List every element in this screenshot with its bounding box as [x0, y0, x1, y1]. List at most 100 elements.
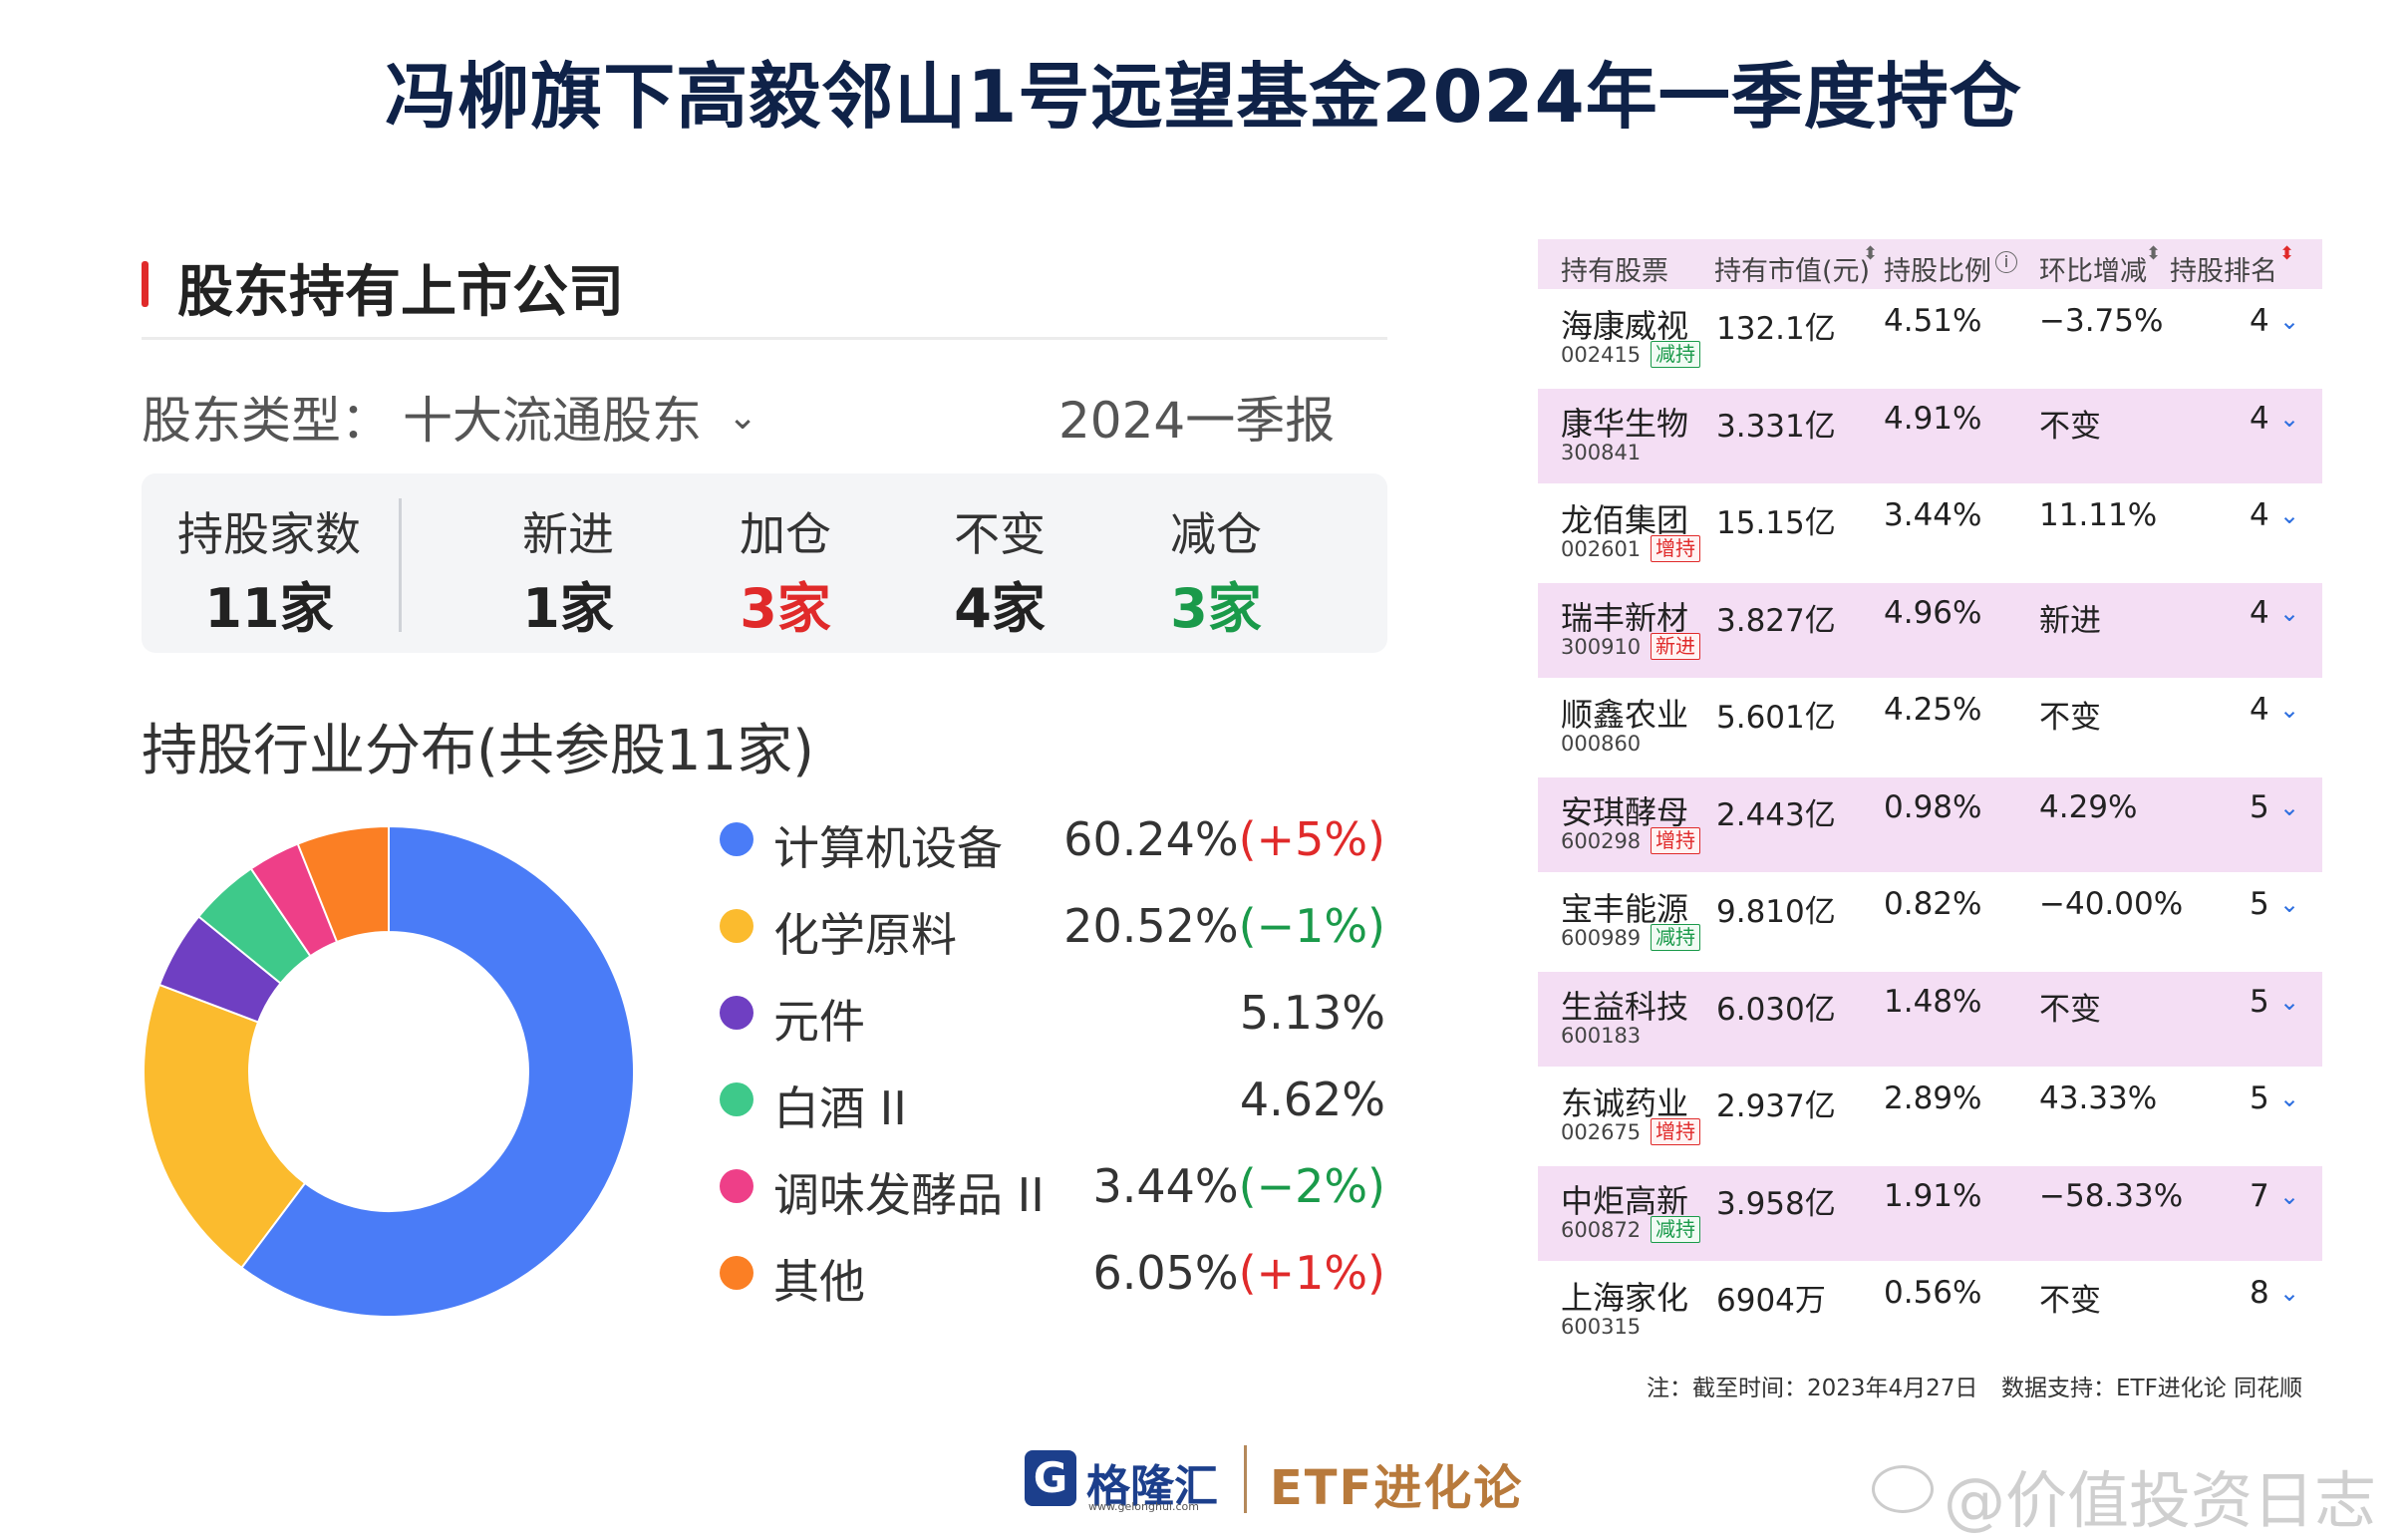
- chevron-down-icon[interactable]: ⌄: [2279, 501, 2300, 529]
- legend-label: 其他: [773, 1255, 865, 1309]
- table-row[interactable]: [1538, 582, 2322, 678]
- stock-code: 002601: [1561, 537, 1642, 561]
- holding-ratio: 0.82%: [1884, 886, 1982, 922]
- chevron-down-icon[interactable]: ⌄: [728, 397, 758, 438]
- gelonghui-url: www.gelonghui.com: [1088, 1500, 1199, 1513]
- stock-name: 瑞丰新材: [1561, 598, 1689, 637]
- legend-label: 白酒 II: [773, 1081, 907, 1135]
- stat-total-label: 持股家数: [177, 507, 361, 561]
- holder-type-label: 股东类型：: [142, 392, 391, 450]
- period-change: 不变: [2039, 408, 2101, 445]
- legend-label: 计算机设备: [773, 821, 1003, 875]
- legend-swatch: [720, 909, 753, 943]
- chevron-down-icon[interactable]: ⌄: [2279, 598, 2300, 627]
- market-value: 5.601亿: [1716, 700, 1836, 736]
- chevron-down-icon[interactable]: ⌄: [2279, 1181, 2300, 1210]
- sort-icon[interactable]: ⬍: [2146, 243, 2162, 264]
- industry-distribution-title: 持股行业分布(共参股11家): [142, 719, 814, 783]
- legend-value: 4.62%: [1007, 1073, 1385, 1126]
- holding-ratio: 4.25%: [1884, 692, 1982, 728]
- market-value: 3.331亿: [1716, 408, 1836, 445]
- sort-icon[interactable]: ⬍: [1863, 243, 1879, 264]
- period-change: −3.75%: [2039, 303, 2164, 339]
- table-row[interactable]: [1538, 971, 2322, 1067]
- holding-rank: 4: [2250, 303, 2269, 339]
- market-value: 6904万: [1716, 1283, 1826, 1319]
- legend-label: 调味发酵品 II: [773, 1168, 1045, 1222]
- legend-value: 6.05%(+1%): [1007, 1246, 1385, 1300]
- status-badge: 增持: [1651, 535, 1700, 562]
- market-value: 3.827亿: [1716, 602, 1836, 639]
- holding-rank: 5: [2250, 788, 2269, 825]
- report-period[interactable]: 2024一季报: [1058, 392, 1336, 450]
- header-change[interactable]: 环比增减: [2039, 256, 2147, 287]
- stat-total-value: 11家: [204, 577, 334, 640]
- legend-value: 20.52%(−1%): [1007, 899, 1385, 953]
- stat-unchanged-value: 4家: [954, 577, 1046, 640]
- stock-code: 600183: [1561, 1023, 1642, 1048]
- donut-slice-1: [240, 824, 635, 1318]
- chevron-down-icon[interactable]: ⌄: [2279, 987, 2300, 1016]
- stat-increase-label: 加仓: [740, 507, 831, 561]
- weibo-icon: [1872, 1465, 1934, 1513]
- holding-ratio: 1.91%: [1884, 1177, 1982, 1214]
- legend-label: 元件: [773, 995, 865, 1049]
- legend-percent: 4.62%: [1239, 1073, 1385, 1126]
- header-ratio[interactable]: 持股比例: [1884, 256, 1991, 287]
- stock-code: 300841: [1561, 440, 1642, 464]
- period-change: 不变: [2039, 700, 2101, 736]
- chevron-down-icon[interactable]: ⌄: [2279, 696, 2300, 724]
- legend-percent: 60.24%: [1063, 812, 1239, 866]
- footnote-source: 数据支持：ETF进化论 同花顺: [2001, 1376, 2303, 1401]
- chevron-down-icon[interactable]: ⌄: [2279, 1084, 2300, 1112]
- legend-percent: 20.52%: [1063, 899, 1239, 953]
- table-row[interactable]: [1538, 776, 2322, 872]
- header-rank[interactable]: 持股排名: [2170, 256, 2277, 287]
- stat-decrease-label: 减仓: [1170, 507, 1262, 561]
- legend-percent: 5.13%: [1239, 986, 1385, 1040]
- chevron-down-icon[interactable]: ⌄: [2279, 792, 2300, 821]
- legend-percent: 3.44%: [1092, 1159, 1239, 1213]
- legend-change: (+1%): [1238, 1246, 1385, 1300]
- section-divider: [142, 337, 1387, 340]
- stock-name: 顺鑫农业: [1561, 696, 1689, 734]
- chevron-down-icon[interactable]: ⌄: [2279, 404, 2300, 433]
- holder-type-select[interactable]: 十大流通股东: [403, 392, 702, 450]
- chevron-down-icon[interactable]: ⌄: [2279, 890, 2300, 918]
- holdings-table-header: [1538, 239, 2322, 289]
- market-value: 2.937亿: [1716, 1088, 1836, 1124]
- status-badge: 新进: [1651, 632, 1700, 660]
- header-stock[interactable]: 持有股票: [1561, 256, 1668, 287]
- stock-code: 002675: [1561, 1120, 1642, 1144]
- info-icon[interactable]: i: [1995, 251, 2017, 273]
- header-market-value[interactable]: 持有市值(元): [1714, 256, 1871, 287]
- stock-name: 中炬高新: [1561, 1181, 1689, 1220]
- table-row[interactable]: [1538, 1165, 2322, 1261]
- stock-code: 600872: [1561, 1217, 1642, 1242]
- sort-active-icon[interactable]: ⬍: [2279, 243, 2295, 264]
- table-row[interactable]: [1538, 388, 2322, 483]
- holding-rank: 4: [2250, 692, 2269, 728]
- stock-code: 600989: [1561, 926, 1642, 950]
- section-accent-bar: [142, 261, 149, 307]
- holding-ratio: 1.48%: [1884, 983, 1982, 1020]
- period-change: 43.33%: [2039, 1080, 2158, 1116]
- chevron-down-icon[interactable]: ⌄: [2279, 307, 2300, 335]
- stat-decrease-value: 3家: [1170, 577, 1262, 640]
- period-change: 不变: [2039, 991, 2101, 1028]
- gelonghui-logo-icon: G: [1025, 1450, 1076, 1506]
- stock-name: 康华生物: [1561, 404, 1689, 443]
- holding-rank: 7: [2250, 1177, 2269, 1214]
- stat-new-value: 1家: [522, 577, 614, 640]
- stock-name: 东诚药业: [1561, 1084, 1689, 1122]
- legend-change: (−1%): [1238, 899, 1385, 953]
- status-badge: 增持: [1651, 1118, 1700, 1145]
- legend-swatch: [720, 1169, 753, 1203]
- legend-swatch: [720, 1082, 753, 1116]
- period-change: 4.29%: [2039, 788, 2138, 825]
- status-badge: 减持: [1651, 341, 1700, 368]
- holding-rank: 8: [2250, 1275, 2269, 1311]
- stock-code: 600298: [1561, 828, 1642, 853]
- chevron-down-icon[interactable]: ⌄: [2279, 1279, 2300, 1307]
- stats-divider: [399, 498, 402, 632]
